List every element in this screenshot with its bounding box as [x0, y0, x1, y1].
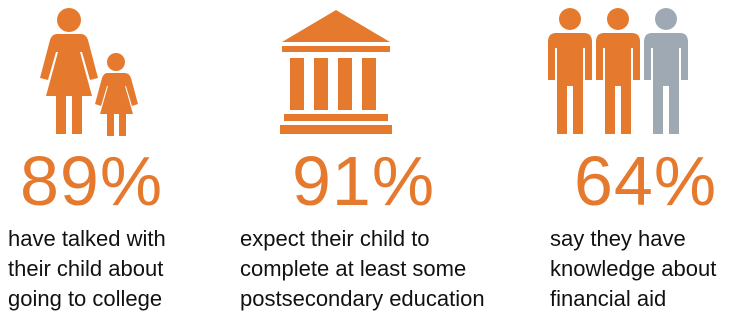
- stat-financial-aid: 64% say they have knowledge about financ…: [540, 0, 736, 326]
- description-line: their child about: [8, 256, 164, 281]
- parent-child-icon: [40, 8, 138, 136]
- percent-value: 64%: [574, 142, 718, 220]
- stat-description: expect their child to complete at least …: [240, 224, 485, 314]
- description-line: financial aid: [550, 286, 667, 311]
- stat-parent-talk: 89% have talked with their child about g…: [0, 0, 240, 326]
- description-line: expect their child to: [240, 226, 430, 251]
- stat-description: say they have knowledge about financial …: [550, 224, 716, 314]
- college-building-icon: [280, 10, 392, 134]
- percent-value: 91%: [292, 142, 436, 220]
- description-line: postsecondary education: [240, 286, 485, 311]
- description-line: say they have: [550, 226, 686, 251]
- description-line: complete at least some: [240, 256, 467, 281]
- description-line: going to college: [8, 286, 163, 311]
- stat-postsecondary: 91% expect their child to complete at le…: [240, 0, 510, 326]
- percent-value: 89%: [20, 142, 164, 220]
- description-line: knowledge about: [550, 256, 717, 281]
- three-people-icon: [548, 8, 688, 134]
- description-line: have talked with: [8, 226, 166, 251]
- stat-description: have talked with their child about going…: [8, 224, 166, 314]
